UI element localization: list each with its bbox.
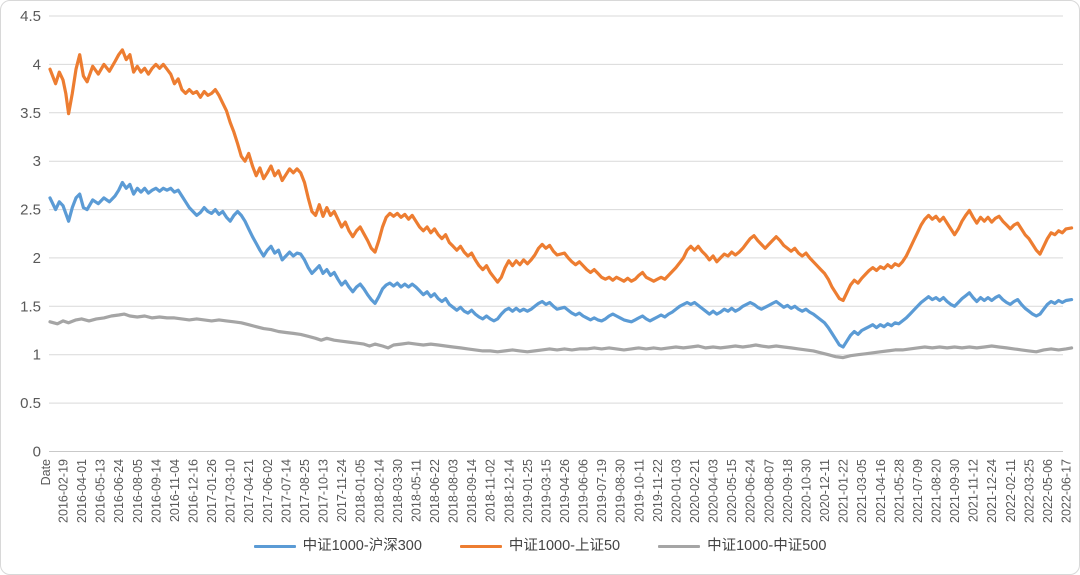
legend-line-swatch-gray xyxy=(658,544,701,548)
x-tick-label: 2019-10-11 xyxy=(632,459,646,522)
x-tick-label: 2020-10-30 xyxy=(800,459,814,523)
x-tick-label: 2020-12-11 xyxy=(818,459,832,522)
y-tick-label: 4.5 xyxy=(20,8,41,25)
x-tick-label: 2019-07-19 xyxy=(595,459,609,523)
x-tick-label: 2020-04-03 xyxy=(707,459,721,523)
x-tick-label: 2018-11-02 xyxy=(484,459,498,522)
gridlines xyxy=(49,15,1063,452)
x-tick-label: 2016-04-01 xyxy=(75,459,89,523)
series-line-2 xyxy=(48,312,1074,360)
legend-item-zz1000-zz500[interactable]: 中证1000-中证500 xyxy=(658,539,826,554)
x-tick-label: 2019-08-30 xyxy=(614,459,628,523)
x-tick-label: 2018-09-14 xyxy=(465,459,479,523)
y-tick-label: 3.5 xyxy=(20,105,41,122)
x-tick-label: 2021-12-24 xyxy=(985,459,999,523)
x-tick-label: 2021-01-22 xyxy=(837,459,851,523)
x-tick-label: 2022-05-06 xyxy=(1041,459,1055,523)
x-tick-label: 2022-06-17 xyxy=(1060,459,1074,523)
x-tick-label: 2017-06-02 xyxy=(261,459,275,523)
x-tick-label: 2021-05-28 xyxy=(892,459,906,523)
x-tick-label: 2021-07-09 xyxy=(911,459,925,523)
x-axis-title-date: Date xyxy=(39,459,53,485)
x-tick-label: 2017-11-24 xyxy=(335,459,349,522)
y-tick-label: 2 xyxy=(33,250,41,267)
x-tick-label: 2019-03-15 xyxy=(539,459,553,523)
x-tick-label: 2020-08-07 xyxy=(762,459,776,523)
x-tick-label: 2022-02-11 xyxy=(1004,459,1018,522)
x-tick-label: 2020-05-15 xyxy=(725,459,739,523)
x-tick-label: 2022-03-25 xyxy=(1022,459,1036,523)
x-tick-label: 2016-05-13 xyxy=(94,459,108,523)
legend-item-zz1000-hs300[interactable]: 中证1000-沪深300 xyxy=(253,538,422,554)
x-tick-label: 2017-01-26 xyxy=(205,459,219,523)
x-axis-labels: Date 2016-02-19 2016-04-01 2016-05-13 2016-0… xyxy=(39,459,1074,523)
x-tick-label: 2020-09-18 xyxy=(781,459,795,523)
x-tick-label: 2017-07-14 xyxy=(279,459,293,523)
legend-line-swatch-blue xyxy=(253,544,296,548)
series-line-1 xyxy=(48,48,1074,303)
x-tick-label: 2016-11-04 xyxy=(168,459,182,522)
y-tick-label: 0 xyxy=(33,444,41,461)
y-tick-label: 1 xyxy=(33,347,41,364)
ratio-line-chart: 4.5 4 3.5 3 2.5 2 1.5 1 0.5 0 Date 2016-02-19 2016-… xyxy=(20,8,1074,523)
series-lines xyxy=(48,48,1074,360)
x-tick-label: 2019-11-22 xyxy=(651,459,665,522)
x-tick-label: 2018-01-05 xyxy=(354,459,368,523)
x-tick-label: 2016-02-19 xyxy=(57,459,71,523)
x-tick-label: 2021-11-12 xyxy=(967,459,981,522)
x-tick-label: 2021-03-05 xyxy=(855,459,869,523)
x-tick-label: 2021-04-16 xyxy=(874,459,888,523)
x-tick-label: 2017-03-10 xyxy=(224,459,238,523)
x-tick-label: 2018-06-22 xyxy=(428,459,442,523)
x-tick-label: 2017-04-21 xyxy=(242,459,256,523)
x-tick-label: 2016-06-24 xyxy=(112,459,126,523)
legend: 中证1000-沪深300 中证1000-上证50 中证1000-中证500 xyxy=(1,539,1079,554)
x-tick-label: 2018-05-11 xyxy=(409,459,423,522)
x-tick-label: 2018-12-14 xyxy=(502,459,516,523)
y-tick-label: 3 xyxy=(33,153,41,170)
x-tick-label: 2019-06-06 xyxy=(577,459,591,523)
x-tick-label: 2021-09-30 xyxy=(948,459,962,523)
y-tick-label: 4 xyxy=(33,56,41,73)
x-tick-label: 2016-08-05 xyxy=(131,459,145,523)
x-tick-label: 2020-06-24 xyxy=(744,459,758,523)
y-tick-label: 2.5 xyxy=(20,202,41,219)
x-tick-label: 2020-02-21 xyxy=(688,459,702,523)
x-tick-label: 2019-04-26 xyxy=(558,459,572,523)
legend-label-zz1000-hs300: 中证1000-沪深300 xyxy=(302,538,422,554)
series-line-0 xyxy=(48,180,1074,349)
x-tick-label: 2018-02-14 xyxy=(372,459,386,523)
y-tick-label: 1.5 xyxy=(20,298,41,315)
x-tick-label: 2019-01-25 xyxy=(521,459,535,523)
x-tick-label: 2016-09-14 xyxy=(149,459,163,523)
y-tick-label: 0.5 xyxy=(20,395,41,412)
legend-label-zz1000-zz500: 中证1000-中证500 xyxy=(707,538,827,554)
legend-line-swatch-orange xyxy=(459,544,502,548)
x-tick-label: 2021-08-20 xyxy=(930,459,944,523)
legend-label-zz1000-sz50: 中证1000-上证50 xyxy=(508,538,621,554)
x-tick-label: 2016-12-16 xyxy=(187,459,201,523)
x-tick-label: 2017-10-13 xyxy=(317,459,331,523)
x-tick-label: 2018-08-03 xyxy=(447,459,461,523)
legend-item-zz1000-sz50[interactable]: 中证1000-上证50 xyxy=(459,538,621,554)
x-tick-label: 2018-03-30 xyxy=(391,459,405,523)
x-tick-label: 2020-01-03 xyxy=(669,459,683,523)
x-tick-label: 2017-08-25 xyxy=(298,459,312,523)
y-axis-labels: 4.5 4 3.5 3 2.5 2 1.5 1 0.5 0 xyxy=(20,8,41,461)
